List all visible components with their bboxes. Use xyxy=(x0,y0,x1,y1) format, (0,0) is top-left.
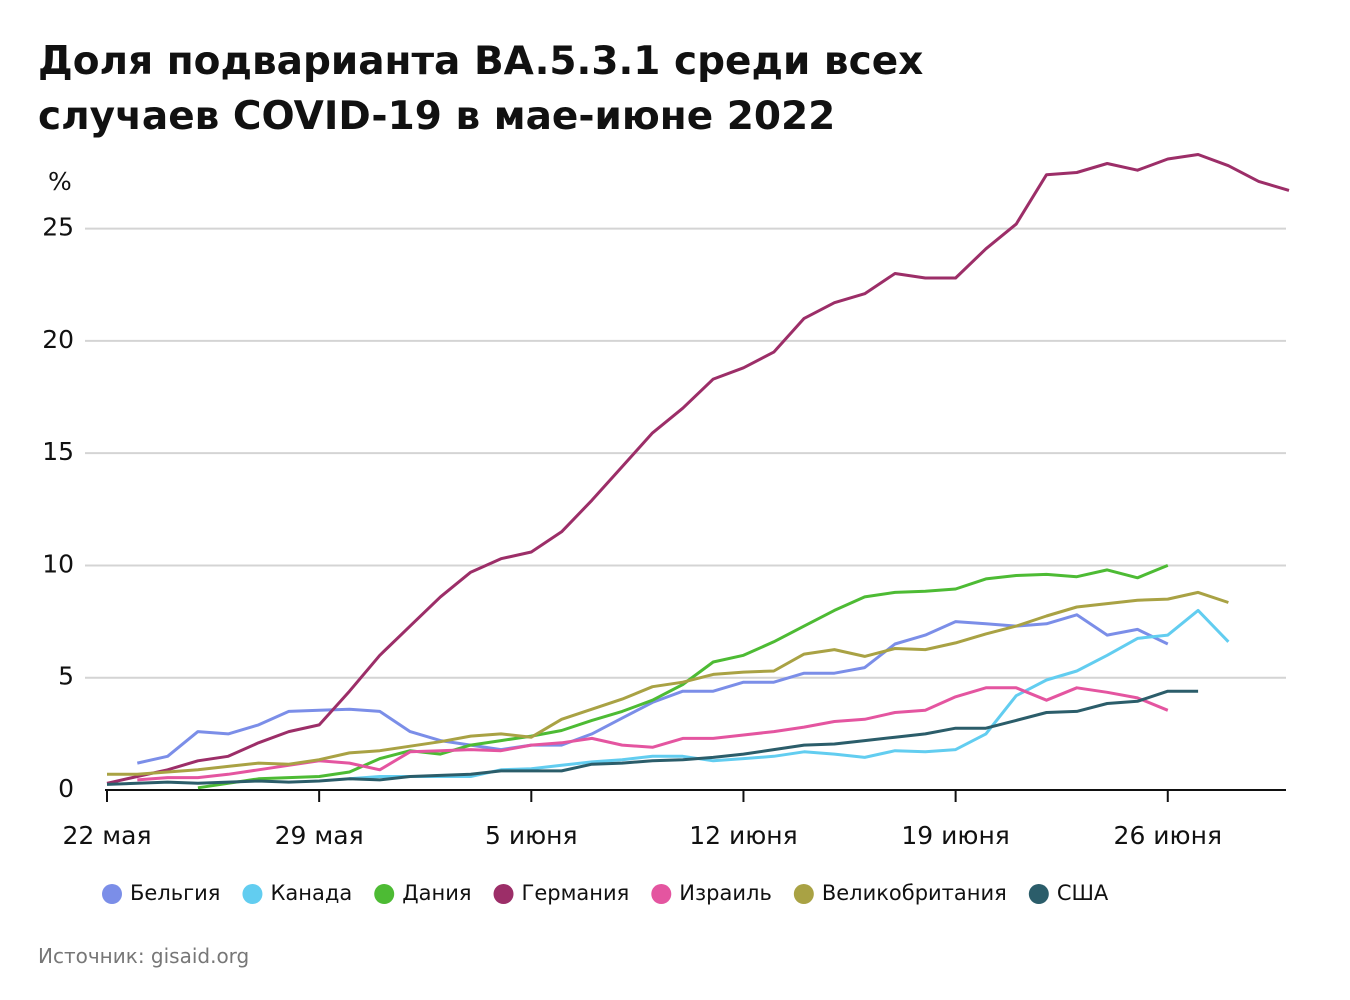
legend-label: Великобритания xyxy=(822,881,1007,905)
legend-label: Бельгия xyxy=(130,881,220,905)
x-tick-label: 5 июня xyxy=(485,821,578,850)
y-tick-label: 10 xyxy=(42,549,74,578)
legend-label: США xyxy=(1057,881,1109,905)
series-line xyxy=(136,613,1169,765)
x-tick-label: 26 июня xyxy=(1114,821,1222,850)
series-line xyxy=(106,689,1199,786)
y-tick-label: 0 xyxy=(58,774,74,803)
legend-label: Германия xyxy=(522,881,630,905)
legend-marker xyxy=(242,884,263,904)
y-tick-label: 15 xyxy=(42,437,74,466)
legend-marker xyxy=(651,884,672,904)
legend-label: Дания xyxy=(402,881,471,905)
series-line xyxy=(107,590,1229,776)
series-line xyxy=(106,153,1290,785)
x-tick-label: 29 мая xyxy=(275,821,364,850)
y-axis-label: % xyxy=(48,167,72,196)
legend-marker xyxy=(493,884,514,904)
series-line xyxy=(349,608,1230,781)
legend-marker xyxy=(374,884,395,904)
legend-label: Канада xyxy=(270,881,352,905)
legend-marker xyxy=(1028,884,1049,904)
y-tick-label: 25 xyxy=(42,213,74,242)
y-tick-label: 5 xyxy=(58,662,74,691)
legend-marker xyxy=(102,884,122,904)
legend-label: Израиль xyxy=(679,881,772,905)
chart-title: Доля подварианта BA.5.3.1 среди всех слу… xyxy=(38,39,924,139)
y-tick-label: 20 xyxy=(42,325,74,354)
legend-marker xyxy=(793,884,814,904)
x-tick-label: 19 июня xyxy=(901,821,1009,850)
x-tick-label: 12 июня xyxy=(689,821,797,850)
x-tick-label: 22 мая xyxy=(63,821,152,850)
series-line xyxy=(197,564,1169,790)
source: Источник: gisaid.org xyxy=(38,944,250,968)
